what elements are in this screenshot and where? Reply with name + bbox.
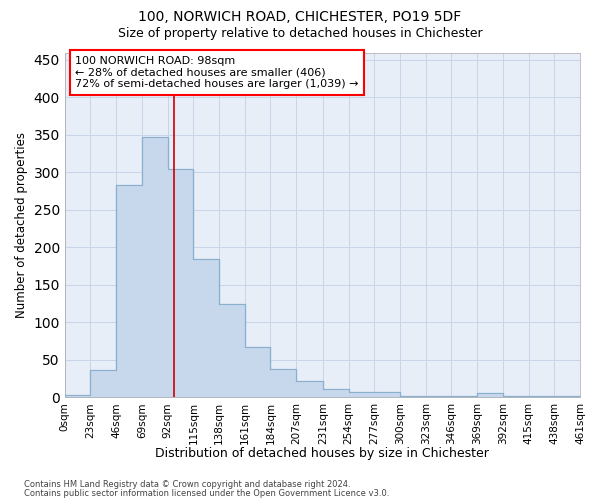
Text: Contains public sector information licensed under the Open Government Licence v3: Contains public sector information licen… bbox=[24, 488, 389, 498]
Text: Contains HM Land Registry data © Crown copyright and database right 2024.: Contains HM Land Registry data © Crown c… bbox=[24, 480, 350, 489]
Y-axis label: Number of detached properties: Number of detached properties bbox=[15, 132, 28, 318]
X-axis label: Distribution of detached houses by size in Chichester: Distribution of detached houses by size … bbox=[155, 447, 490, 460]
Text: 100 NORWICH ROAD: 98sqm
← 28% of detached houses are smaller (406)
72% of semi-d: 100 NORWICH ROAD: 98sqm ← 28% of detache… bbox=[75, 56, 359, 89]
Text: 100, NORWICH ROAD, CHICHESTER, PO19 5DF: 100, NORWICH ROAD, CHICHESTER, PO19 5DF bbox=[139, 10, 461, 24]
Text: Size of property relative to detached houses in Chichester: Size of property relative to detached ho… bbox=[118, 28, 482, 40]
